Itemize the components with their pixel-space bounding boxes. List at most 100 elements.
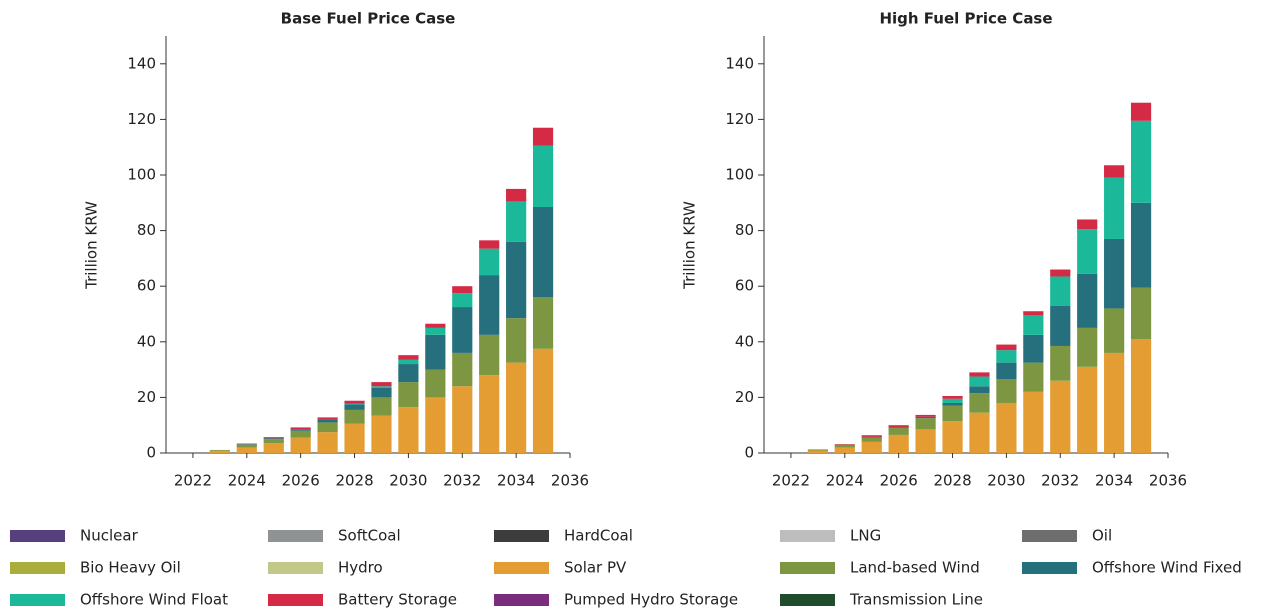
bar-segment <box>1104 238 1125 309</box>
y-tick-label: 100 <box>127 166 156 184</box>
bar-segment <box>317 417 338 420</box>
legend-swatch <box>1022 530 1077 542</box>
bar-segment <box>398 359 419 365</box>
bar-segment <box>532 348 554 453</box>
bar-segment <box>398 364 419 383</box>
x-tick-label: 2032 <box>1041 472 1079 490</box>
y-axis-label: Trillion KRW <box>83 201 101 290</box>
bar-segment <box>861 435 882 437</box>
bar-segment <box>1104 352 1125 453</box>
series-group: Battery Storage <box>807 102 1152 450</box>
bar-segment <box>888 427 909 435</box>
bar-segment <box>915 416 936 419</box>
bar-segment <box>479 248 500 276</box>
bar-segment <box>1130 287 1152 340</box>
legend-label: Offshore Wind Fixed <box>1092 559 1242 577</box>
legend-swatch <box>780 562 835 574</box>
y-tick-label: 140 <box>127 54 156 72</box>
legend-swatch <box>494 562 549 574</box>
x-tick-label: 2024 <box>826 472 864 490</box>
legend-swatch <box>10 562 65 574</box>
bar-segment <box>506 318 527 363</box>
bar-segment <box>236 443 257 445</box>
bar-segment <box>479 375 500 453</box>
y-tick-label: 120 <box>127 110 156 128</box>
bar-segment <box>1104 308 1125 353</box>
bar-segment <box>834 444 855 448</box>
bar-segment <box>290 429 311 431</box>
legend-swatch <box>780 594 835 606</box>
bar-segment <box>317 422 338 433</box>
bar-segment <box>344 403 365 405</box>
bar-segment <box>1050 345 1071 381</box>
bar-segment <box>888 425 909 428</box>
y-tick-label: 80 <box>137 221 156 239</box>
legend-swatch <box>268 594 323 606</box>
bar-segment <box>425 369 446 398</box>
series-group <box>209 348 554 453</box>
bar-segment <box>1104 165 1125 178</box>
bar-segment <box>1023 362 1044 392</box>
legend-label: Offshore Wind Float <box>80 591 228 609</box>
legend-label: Transmission Line <box>849 591 983 609</box>
bar-segment <box>807 449 828 451</box>
bar-segment <box>479 240 500 249</box>
bar-segment <box>969 376 990 387</box>
bar-segment <box>1130 120 1152 203</box>
bar-segment <box>425 327 446 335</box>
bar-segment <box>371 397 392 416</box>
bar-segment <box>506 188 527 202</box>
bar-segment <box>236 447 257 453</box>
series-group <box>344 145 554 405</box>
legend-label: SoftCoal <box>338 527 401 545</box>
bar-segment <box>1077 327 1098 367</box>
bar-segment <box>969 386 990 394</box>
y-tick-label: 40 <box>137 332 156 350</box>
bar-segment <box>532 145 554 207</box>
bar-segment <box>398 355 419 360</box>
x-tick-label: 2026 <box>282 472 320 490</box>
bar-segment <box>942 398 963 403</box>
bar-segment <box>371 386 392 388</box>
series-group: Land-based Wind <box>807 287 1152 451</box>
bar-segment <box>1104 177 1125 239</box>
bar-segment <box>1023 334 1044 363</box>
series-group: Offshore Wind Fixed <box>861 202 1152 438</box>
legend-label: Battery Storage <box>338 591 457 609</box>
bar-segment <box>1050 269 1071 277</box>
bar-segment <box>344 400 365 404</box>
bar-segment <box>888 434 909 453</box>
bar-segment <box>236 444 257 445</box>
bar-segment <box>317 419 338 423</box>
bar-segment <box>263 439 284 444</box>
bar-segment <box>807 450 828 453</box>
legend-swatch <box>780 530 835 542</box>
bar-segment <box>1130 202 1152 288</box>
bar-segment <box>969 393 990 413</box>
bar-segment <box>290 430 311 438</box>
bar-segment <box>452 307 473 353</box>
bar-segment <box>532 297 554 349</box>
bar-segment <box>915 414 936 417</box>
x-tick-label: 2028 <box>933 472 971 490</box>
series-group: Offshore Wind Float <box>942 120 1152 403</box>
x-tick-label: 2032 <box>443 472 481 490</box>
legend-swatch <box>494 530 549 542</box>
bar-segment <box>915 429 936 453</box>
bar-segment <box>290 437 311 453</box>
bar-segment <box>861 436 882 438</box>
bar-segment <box>996 402 1017 453</box>
bar-segment <box>398 382 419 408</box>
y-tick-label: 0 <box>146 444 156 462</box>
legend-label: Bio Heavy Oil <box>80 559 181 577</box>
bar-segment <box>942 396 963 399</box>
x-tick-label: 2036 <box>551 472 589 490</box>
bar-segment <box>1077 366 1098 453</box>
bar-segment <box>969 412 990 453</box>
bar-segment <box>398 407 419 453</box>
bar-segment <box>532 127 554 146</box>
bar-segment <box>1050 380 1071 453</box>
bar-segment <box>996 344 1017 351</box>
legend-swatch <box>1022 562 1077 574</box>
series-group <box>209 297 554 451</box>
